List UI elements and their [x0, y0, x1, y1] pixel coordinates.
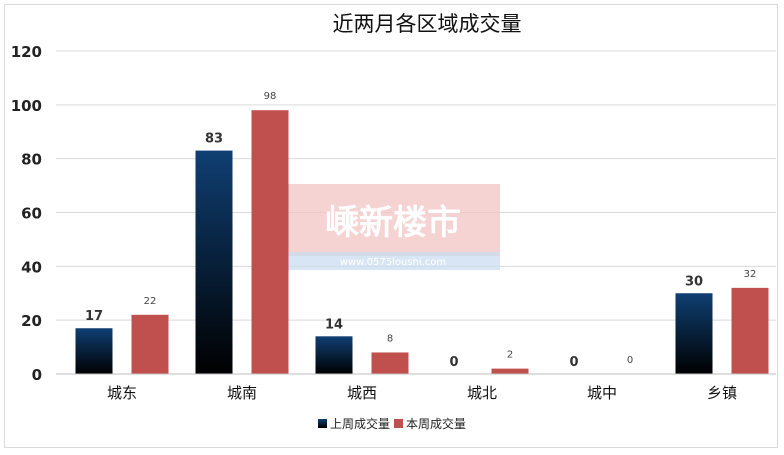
bar-current: [131, 314, 169, 374]
legend-swatch-prev: [318, 419, 327, 428]
data-label-current: 32: [744, 269, 757, 280]
data-label-prev: 0: [569, 355, 578, 370]
y-tick-label: 20: [21, 312, 42, 330]
y-tick-label: 40: [21, 258, 42, 276]
legend-swatch-current: [394, 419, 403, 428]
y-tick-label: 120: [11, 43, 42, 61]
data-label-prev: 30: [685, 274, 703, 289]
y-tick-label: 80: [21, 151, 42, 169]
data-label-current: 98: [264, 91, 277, 102]
data-label-current: 8: [387, 333, 393, 344]
bar-prev: [195, 150, 233, 374]
bar-current: [371, 352, 409, 374]
y-tick-label: 0: [32, 366, 42, 384]
bar-prev: [315, 336, 353, 374]
data-labels: 17 22 83 98 14 8 0 2 0 0 30 32: [85, 91, 756, 370]
watermark: 嵊新楼市 www.0575loushi.com: [286, 184, 500, 270]
data-label-prev: 17: [85, 309, 103, 324]
bar-prev: [675, 293, 713, 374]
bar-prev: [75, 328, 113, 374]
data-label-current: 22: [144, 296, 157, 307]
data-label-prev: 83: [205, 132, 223, 147]
watermark-text: 嵊新楼市: [325, 203, 461, 243]
data-label-current: 0: [627, 355, 633, 366]
data-label-current: 2: [507, 350, 513, 361]
legend-label-current: 本周成交量: [406, 416, 466, 431]
data-label-prev: 14: [325, 317, 343, 332]
bar-current: [491, 368, 529, 374]
watermark-url: www.0575loushi.com: [340, 257, 446, 268]
y-axis-ticks: 0 20 40 60 80 100 120: [11, 43, 42, 384]
x-tick-label: 城北: [467, 384, 497, 402]
chart-title: 近两月各区域成交量: [333, 12, 522, 36]
bar-current: [251, 110, 289, 374]
y-tick-label: 60: [21, 205, 42, 223]
gridlines: [56, 50, 776, 321]
data-label-prev: 0: [449, 355, 458, 370]
x-tick-label: 城南: [227, 384, 257, 402]
bars: [75, 110, 769, 374]
x-tick-label: 乡镇: [707, 384, 737, 402]
bar-current: [731, 287, 769, 374]
x-tick-label: 城东: [107, 384, 137, 402]
x-axis-ticks: 城东 城南 城西 城北 城中 乡镇: [107, 384, 737, 402]
x-tick-label: 城中: [587, 384, 617, 402]
legend-label-prev: 上周成交量: [330, 416, 390, 431]
x-tick-label: 城西: [347, 384, 377, 402]
legend: 上周成交量 本周成交量: [318, 416, 466, 431]
y-tick-label: 100: [11, 97, 42, 115]
